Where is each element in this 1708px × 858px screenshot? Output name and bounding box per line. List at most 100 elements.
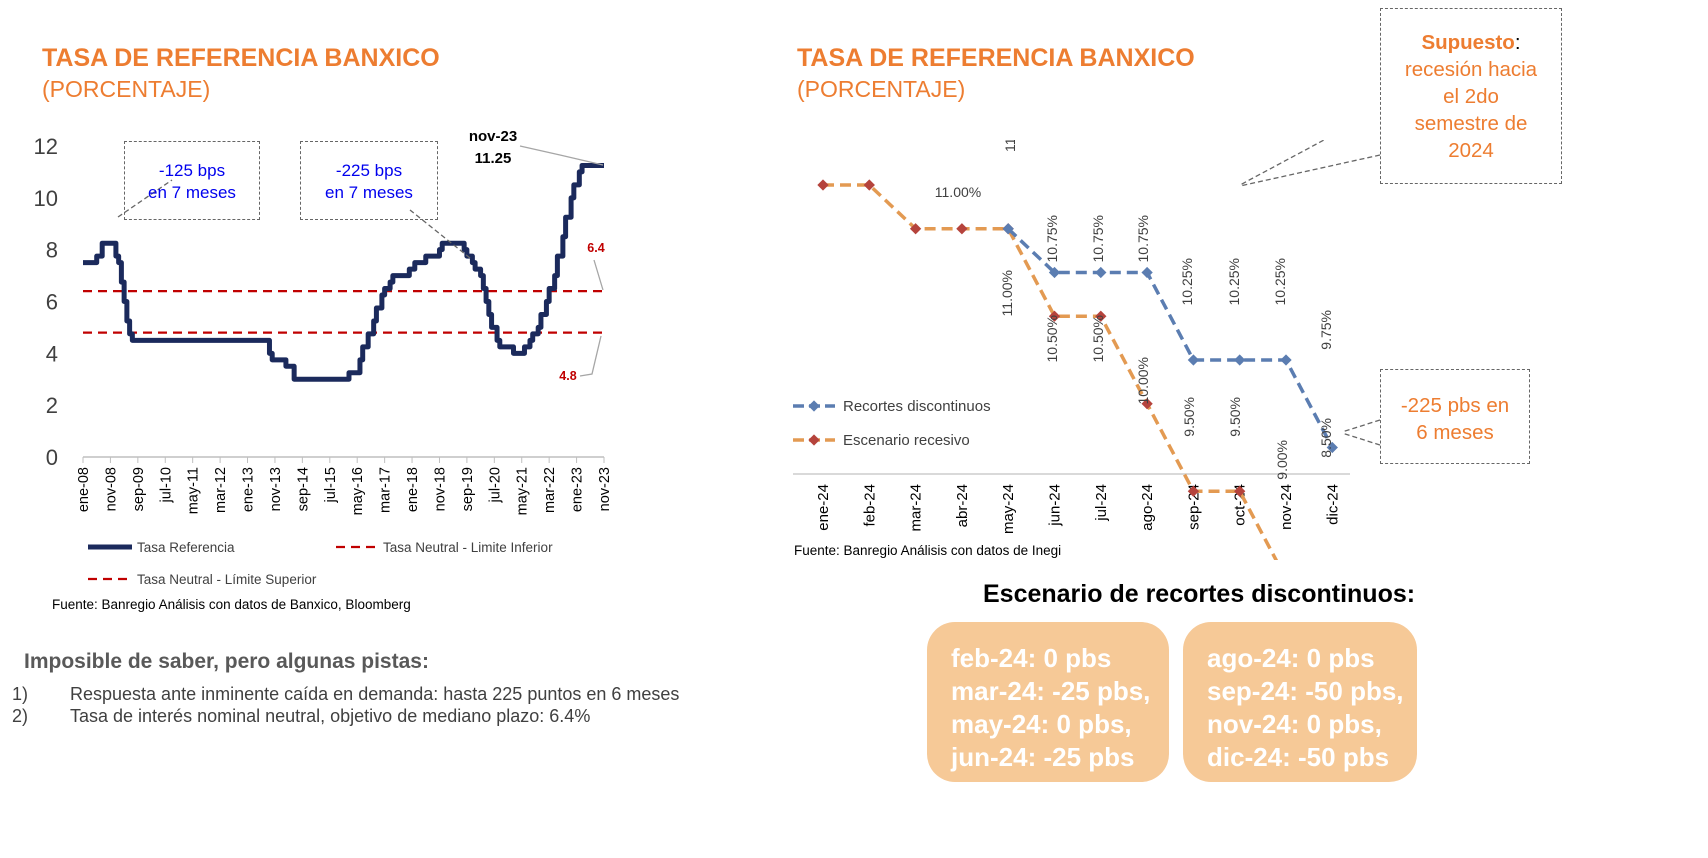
y-tick-label: 12 xyxy=(34,134,58,159)
data-label-recesivo: 11.00% xyxy=(935,184,981,200)
left-line-chart: 0 2 4 6 8 10 12 ene-08 nov-08 sep-09 jul-10 may-11 m… xyxy=(34,128,613,587)
point-recortes xyxy=(1187,354,1200,366)
scenario-left-line-2: mar-24: -25 pbs, xyxy=(951,676,1151,706)
point-recesivo xyxy=(909,223,922,235)
legend-label-referencia: Tasa Referencia xyxy=(137,540,235,555)
data-label-recortes: 10.25% xyxy=(1226,258,1242,305)
callout-125bps: -125 bps en 7 meses xyxy=(124,141,260,220)
legend-marker-recortes xyxy=(808,400,820,412)
scenario-right-line-1: ago-24: 0 pbs xyxy=(1207,643,1375,673)
x-tick-label: sep-09 xyxy=(131,467,147,511)
data-label-recesivo: 10.00% xyxy=(1135,357,1151,404)
series-recortes xyxy=(1006,227,1334,449)
data-label-recortes: 10.75% xyxy=(1135,215,1151,262)
series-recesivo xyxy=(823,183,1279,560)
y-tick-label: 0 xyxy=(46,445,58,470)
legend-label-recesivo: Escenario recesivo xyxy=(843,432,970,449)
x-tick-label: ago-24 xyxy=(1139,484,1156,531)
right-line-chart: ene-24 feb-24 mar-24 abr-24 may-24 jun-24 jul-… xyxy=(793,140,1381,560)
last-label-date: nov-23 xyxy=(469,128,517,145)
lower-label: 4.8 xyxy=(559,369,576,383)
assumption-colon: : xyxy=(1514,31,1521,54)
legend-label-recortes: Recortes discontinuos xyxy=(843,398,991,415)
data-label-recortes: 10.75% xyxy=(1090,215,1106,262)
right-chart-subtitle: (PORCENTAJE) xyxy=(797,76,966,102)
y-tick-label: 8 xyxy=(46,238,58,263)
notes-item-2-num: 2) xyxy=(12,706,29,726)
y-tick-label: 10 xyxy=(34,186,58,211)
notes-item-2-text: Tasa de interés nominal neutral, objetiv… xyxy=(70,706,591,726)
callout2-pointer xyxy=(409,209,471,259)
point-recesivo xyxy=(1095,310,1107,322)
x-tick-label: sep-19 xyxy=(460,467,476,511)
callout-125bps-line1: -125 bps xyxy=(158,161,226,180)
x-tick-label: may-11 xyxy=(186,467,202,514)
x-tick-label: oct-24 xyxy=(1232,484,1249,526)
x-tick-label: nov-23 xyxy=(597,467,613,511)
data-label-recesivo: 10.50% xyxy=(1090,315,1106,362)
x-tick-label: ene-18 xyxy=(405,467,421,512)
callout-225bps-line1: -225 bps xyxy=(335,161,403,180)
point-recortes xyxy=(1048,266,1061,279)
data-label-recesivo: 9.50% xyxy=(1181,397,1197,437)
lower-label-leader xyxy=(579,335,602,377)
x-tick-label: nov-18 xyxy=(432,467,448,511)
scenario-left-line-1: feb-24: 0 pbs xyxy=(951,643,1112,673)
point-recesivo xyxy=(956,223,968,235)
point-recortes xyxy=(1326,441,1338,454)
x-tick-label: mar-22 xyxy=(542,467,558,513)
callout-225bps: -225 bps en 7 meses xyxy=(300,141,438,220)
last-label-value: 11.25 xyxy=(475,150,512,167)
assumption-line-2: el 2do xyxy=(1443,85,1499,108)
notes-item-1-text: Respuesta ante inminente caída en demand… xyxy=(70,684,680,704)
data-label-recortes: 10.25% xyxy=(1272,258,1288,305)
assumption-line-4: 2024 xyxy=(1448,139,1494,162)
x-tick-label: nov-13 xyxy=(268,467,284,511)
point-recortes xyxy=(1234,354,1246,366)
legend-label-superior: Tasa Neutral - Límite Superior xyxy=(137,572,317,587)
scenario-left-line-4: jun-24: -25 pbs xyxy=(951,742,1135,772)
x-tick-label: nov-08 xyxy=(103,467,119,511)
scenario-heading: Escenario de recortes discontinuos: xyxy=(983,580,1416,608)
data-label-recortes: 10.75% xyxy=(1044,215,1060,262)
point-recortes xyxy=(1095,266,1107,279)
scenario-left-line-3: may-24: 0 pbs, xyxy=(951,709,1132,739)
x-tick-label: ene-13 xyxy=(241,467,257,512)
data-label-recortes: 9.75% xyxy=(1318,310,1334,350)
scenario-pill-right: ago-24: 0 pbs sep-24: -50 pbs, nov-24: 0… xyxy=(1183,622,1417,782)
assumption-pointer-2 xyxy=(1239,154,1381,187)
x-tick-label: may-24 xyxy=(1000,484,1017,534)
series-tasa-referencia xyxy=(83,162,604,382)
x-tick-label: jun-24 xyxy=(1047,484,1064,527)
data-label-recesivo: 9.00% xyxy=(1274,440,1290,480)
x-tick-label: ene-08 xyxy=(76,467,92,512)
x-tick-label: mar-12 xyxy=(213,467,229,513)
right-chart-source: Fuente: Banregio Análisis con datos de I… xyxy=(794,543,1062,558)
assumption-line-1: recesión hacia xyxy=(1404,58,1538,81)
last-label-leader xyxy=(519,145,604,166)
cut-pointer-2 xyxy=(1341,432,1381,446)
x-tick-label: jul-10 xyxy=(158,467,174,503)
notes-heading: Imposible de saber, pero algunas pistas: xyxy=(24,650,429,673)
data-label-recortes: 10.25% xyxy=(1179,258,1195,305)
x-tick-label: jul-15 xyxy=(323,467,339,503)
data-label-recesivo: 10.50% xyxy=(1044,315,1060,362)
assumption-callout: Supuesto: recesión hacia el 2do semestre… xyxy=(1380,8,1562,184)
callout-225bps-line2: en 7 meses xyxy=(325,183,413,202)
cut-pointer-1 xyxy=(1341,419,1381,433)
x-tick-label: mar-17 xyxy=(378,467,394,513)
x-tick-label: nov-24 xyxy=(1278,484,1295,530)
x-tick-label: ene-24 xyxy=(815,484,832,531)
x-tick-label: sep-14 xyxy=(295,467,311,511)
x-tick-label: sep-24 xyxy=(1185,484,1202,530)
left-chart-source: Fuente: Banregio Análisis con datos de B… xyxy=(52,597,411,612)
data-label-recesivo: 8.50% xyxy=(1318,418,1334,458)
left-chart-title: TASA DE REFERENCIA BANXICO xyxy=(42,44,440,72)
x-tick-label: jul-20 xyxy=(487,467,503,503)
y-tick-label: 2 xyxy=(46,393,58,418)
data-label-recesivo: 11.00% xyxy=(999,270,1015,316)
point-recortes xyxy=(1280,354,1292,366)
point-recesivo xyxy=(817,179,829,191)
upper-label-leader xyxy=(593,259,604,291)
x-tick-label: dic-24 xyxy=(1324,484,1341,525)
